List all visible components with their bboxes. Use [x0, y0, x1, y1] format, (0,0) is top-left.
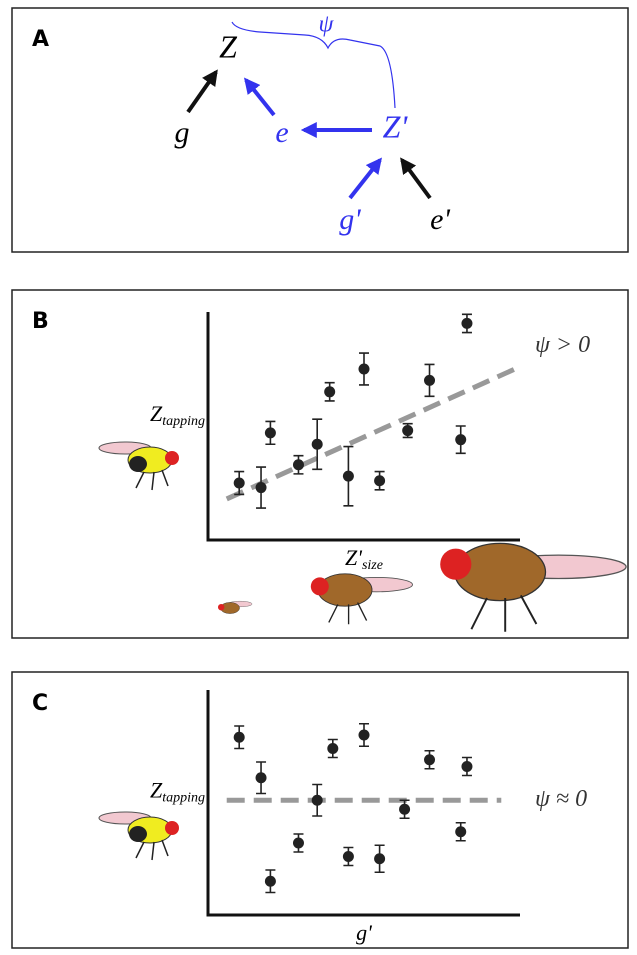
x-label-main: Z' [345, 545, 362, 570]
node: g' [339, 203, 361, 236]
point [359, 364, 370, 375]
x-label-main: g' [356, 920, 372, 945]
fly-icon [440, 543, 626, 631]
point [343, 471, 354, 482]
point [265, 427, 276, 438]
point [234, 478, 245, 489]
annotation: ψ > 0 [535, 332, 590, 358]
point [461, 318, 472, 329]
y-label-main: Z [150, 778, 163, 803]
arrow [246, 80, 274, 115]
point [374, 475, 385, 486]
point [234, 732, 245, 743]
y-axis-label: Ztapping [150, 778, 205, 806]
point [374, 853, 385, 864]
point [293, 459, 304, 470]
y-label-sub: tapping [162, 791, 205, 806]
point [402, 425, 413, 436]
x-label-sub: size [362, 558, 383, 573]
arrow [188, 72, 216, 112]
figure: A ψ Z g e Z' g' e' B Z [0, 0, 637, 955]
point [424, 375, 435, 386]
node: e [275, 116, 288, 149]
point [461, 761, 472, 772]
point [455, 826, 466, 837]
point [324, 386, 335, 397]
node: e' [430, 203, 450, 236]
panel-label: B [32, 309, 49, 334]
point [265, 876, 276, 887]
fly-icon [218, 601, 252, 613]
y-axis-label: Ztapping [150, 401, 205, 429]
panel-label: C [32, 691, 48, 716]
y-label-sub: tapping [162, 414, 205, 429]
fly-icon [99, 442, 179, 490]
x-axis-label: Z'size [345, 545, 383, 573]
page: {"panel_a": {"label": "A", "psi": "ψ", "… [0, 0, 637, 955]
arrow [350, 160, 380, 198]
node: Z [219, 28, 238, 64]
point [327, 743, 338, 754]
point [359, 730, 370, 741]
point [293, 838, 304, 849]
point [399, 804, 410, 815]
point [256, 772, 267, 783]
node: Z' [383, 108, 409, 144]
point [312, 795, 323, 806]
arrow [402, 160, 430, 198]
y-label-main: Z [150, 401, 163, 426]
x-axis-label: g' [356, 920, 372, 945]
point [312, 439, 323, 450]
fly-icon [311, 574, 413, 624]
point [455, 434, 466, 445]
point [343, 851, 354, 862]
annotation: ψ ≈ 0 [535, 786, 587, 812]
panel-label: A [32, 27, 49, 52]
point [424, 754, 435, 765]
psi-label: ψ [319, 12, 335, 38]
node: g [175, 116, 190, 149]
fly-icon [99, 812, 179, 860]
point [256, 482, 267, 493]
